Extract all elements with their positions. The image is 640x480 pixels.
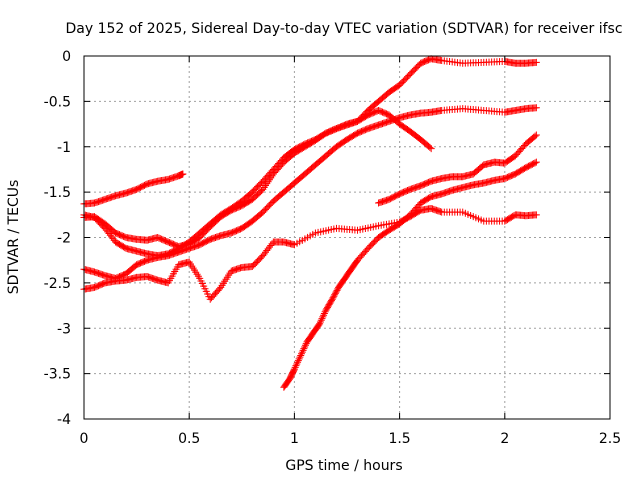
data-series	[80, 204, 540, 303]
data-point-marker	[331, 291, 339, 299]
data-point-marker	[300, 345, 308, 353]
data-point-marker	[327, 297, 335, 305]
x-tick-label: 2.5	[599, 431, 621, 447]
y-tick-label: -1.5	[44, 185, 71, 201]
data-point-marker	[316, 318, 324, 326]
data-point-marker	[298, 348, 306, 356]
data-point-marker	[293, 360, 301, 368]
data-point-marker	[532, 104, 540, 112]
data-point-marker	[320, 311, 328, 319]
x-tick-label: 0	[80, 431, 89, 447]
data-point-marker	[427, 145, 435, 153]
data-point-marker	[330, 292, 338, 300]
x-axis-label: GPS time / hours	[285, 458, 402, 474]
data-point-marker	[316, 320, 324, 328]
chart-title: Day 152 of 2025, Sidereal Day-to-day VTE…	[65, 21, 622, 37]
y-axis-label: SDTVAR / TECUs	[6, 180, 22, 295]
data-point-marker	[290, 366, 298, 374]
data-series	[80, 170, 187, 208]
data-point-marker	[328, 295, 336, 303]
data-point-marker	[295, 355, 303, 363]
data-series	[375, 131, 540, 207]
data-points	[80, 55, 540, 391]
data-point-marker	[317, 316, 325, 324]
data-point-marker	[294, 357, 302, 365]
data-point-marker	[532, 131, 540, 139]
data-series	[80, 55, 540, 260]
data-point-marker	[331, 289, 339, 297]
data-point-marker	[531, 132, 539, 140]
data-point-marker	[333, 286, 341, 294]
y-tick-label: 0	[62, 49, 71, 65]
y-tick-label: -1	[57, 140, 71, 156]
y-tick-label: -2	[57, 231, 71, 247]
y-axis: 0 -0.5 -1 -1.5 -2 -2.5 -3 -3.5 -4	[44, 49, 610, 428]
y-tick-label: -3.5	[44, 367, 71, 383]
data-point-marker	[320, 310, 328, 318]
data-point-marker	[302, 340, 310, 348]
x-tick-label: 2	[500, 431, 509, 447]
data-series	[280, 158, 540, 391]
data-point-marker	[319, 313, 327, 321]
y-tick-label: -0.5	[44, 94, 71, 110]
data-point-marker	[321, 308, 329, 316]
data-point-marker	[329, 294, 337, 302]
data-point-marker	[426, 143, 434, 151]
y-tick-label: -3	[57, 321, 71, 337]
data-point-marker	[299, 346, 307, 354]
data-point-marker	[292, 362, 300, 370]
data-point-marker	[296, 353, 304, 361]
x-tick-label: 1	[290, 431, 299, 447]
data-point-marker	[532, 58, 540, 66]
data-point-marker	[179, 170, 187, 178]
x-axis: 0 0.5 1 1.5 2 2.5	[80, 56, 621, 447]
data-point-marker	[297, 351, 305, 359]
data-point-marker	[532, 158, 540, 166]
x-tick-label: 1.5	[388, 431, 410, 447]
data-point-marker	[532, 211, 540, 219]
data-point-marker	[215, 285, 223, 293]
data-point-marker	[301, 343, 309, 351]
y-tick-label: -2.5	[44, 276, 71, 292]
data-point-marker	[290, 365, 298, 373]
data-point-marker	[291, 363, 299, 371]
data-point-marker	[318, 315, 326, 323]
data-point-marker	[332, 288, 340, 296]
data-point-marker	[298, 350, 306, 358]
data-point-marker	[294, 358, 302, 366]
y-tick-label: -4	[57, 412, 71, 428]
data-point-marker	[315, 321, 323, 329]
data-point-marker	[301, 341, 309, 349]
data-series	[80, 104, 540, 282]
x-tick-label: 0.5	[178, 431, 200, 447]
data-point-marker	[531, 159, 539, 167]
